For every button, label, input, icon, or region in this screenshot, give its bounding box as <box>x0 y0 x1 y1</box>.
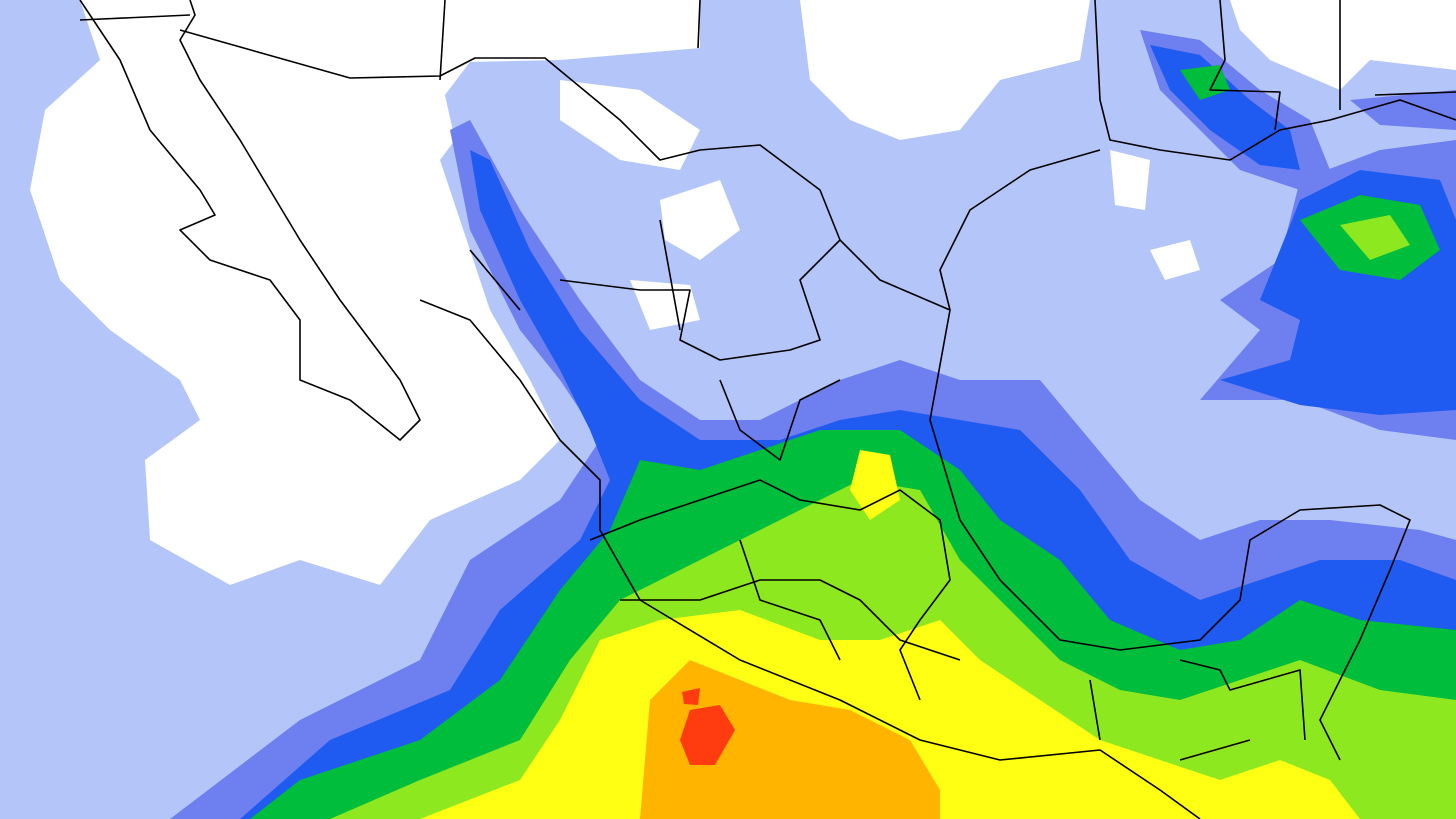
boundaries <box>79 0 1456 819</box>
peak-rain <box>680 688 735 765</box>
dry-areas <box>30 0 1456 585</box>
extreme-rain <box>640 660 940 819</box>
